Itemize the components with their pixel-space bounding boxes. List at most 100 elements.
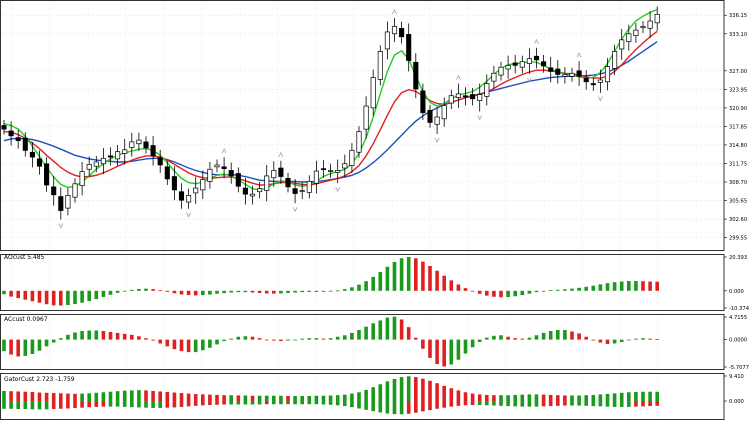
candle-body xyxy=(597,79,603,83)
histogram-bar xyxy=(215,339,219,345)
candle-body xyxy=(129,141,135,148)
histogram-bar xyxy=(463,392,468,402)
candle-body xyxy=(342,163,348,169)
histogram-bar xyxy=(435,401,439,409)
histogram-bar xyxy=(499,395,503,402)
histogram-bar xyxy=(122,333,127,340)
histogram-bar xyxy=(499,290,503,298)
histogram-bar xyxy=(520,338,525,340)
histogram-bar xyxy=(236,395,241,402)
candle-body xyxy=(136,139,142,145)
histogram-bar xyxy=(428,265,432,291)
histogram-bar xyxy=(577,287,581,291)
histogram-bar xyxy=(470,290,475,292)
price-tick-label: 299.55 xyxy=(729,236,747,242)
histogram-bar xyxy=(80,401,84,408)
histogram-bar xyxy=(442,385,446,402)
candle-body xyxy=(44,163,50,186)
histogram-bar xyxy=(222,395,226,402)
histogram-bar xyxy=(563,395,567,402)
histogram-bar xyxy=(229,401,233,405)
fractal-up-marker xyxy=(392,9,397,15)
histogram-bar xyxy=(655,401,659,406)
histogram-bar xyxy=(428,401,432,411)
candle-body xyxy=(427,109,433,123)
histogram-bar xyxy=(186,393,191,402)
histogram-bar xyxy=(357,401,361,409)
histogram-bar xyxy=(570,288,574,291)
histogram-bar xyxy=(548,401,553,407)
histogram-bar xyxy=(236,336,241,340)
histogram-bar xyxy=(87,393,91,402)
histogram-bar xyxy=(371,387,375,402)
histogram-bar xyxy=(541,401,546,407)
histogram-bar xyxy=(506,336,510,340)
histogram-bar xyxy=(619,339,624,343)
histogram-bar xyxy=(321,401,326,405)
histogram-bar xyxy=(300,338,304,340)
histogram-bar xyxy=(151,401,155,408)
histogram-bar xyxy=(506,395,510,402)
ao-axis: 20.393 0.000 -10.374 xyxy=(724,255,750,312)
histogram-bar xyxy=(627,392,631,402)
fractal-up-marker xyxy=(278,151,284,157)
histogram-bar xyxy=(122,290,127,292)
candle-body xyxy=(462,95,469,98)
histogram-bar xyxy=(378,272,383,291)
candle-body xyxy=(654,13,660,24)
histogram-bar xyxy=(442,339,446,367)
histogram-bar xyxy=(634,391,638,402)
histogram-bar xyxy=(59,338,63,340)
histogram-bar xyxy=(130,401,134,408)
price-panel[interactable] xyxy=(1,6,660,229)
histogram-bar xyxy=(492,335,496,340)
histogram-bar xyxy=(385,401,390,414)
candle-body xyxy=(626,33,632,43)
fractal-down-marker xyxy=(477,115,483,121)
candle-body xyxy=(22,137,28,151)
histogram-bar xyxy=(378,401,383,413)
gator-panel[interactable] xyxy=(2,376,659,415)
histogram-bar xyxy=(463,339,468,354)
histogram-bar xyxy=(456,401,461,406)
histogram-bar xyxy=(591,401,596,407)
candlesticks xyxy=(1,6,660,220)
histogram-bar xyxy=(115,332,120,340)
histogram-bar xyxy=(51,339,56,343)
histogram-bar xyxy=(87,330,91,340)
histogram-bar xyxy=(137,390,141,402)
histogram-bar xyxy=(343,335,347,340)
histogram-bar xyxy=(94,392,99,402)
candle-body xyxy=(391,26,398,35)
histogram-bar xyxy=(605,283,610,291)
candle-body xyxy=(477,94,483,101)
histogram-bar xyxy=(328,395,333,402)
histogram-bar xyxy=(137,288,141,291)
histogram-bar xyxy=(215,401,219,405)
candle-body xyxy=(505,65,511,70)
ac-panel[interactable] xyxy=(2,316,659,367)
histogram-bar xyxy=(151,289,155,291)
histogram-bar xyxy=(414,377,418,402)
histogram-bar xyxy=(563,330,567,340)
histogram-bar xyxy=(179,393,184,402)
ao-panel[interactable] xyxy=(2,256,659,306)
histogram-bar xyxy=(414,401,418,413)
candle-body xyxy=(491,72,497,82)
candle-body xyxy=(590,83,596,86)
histogram-bar xyxy=(144,401,148,408)
histogram-bar xyxy=(406,256,411,291)
candle-body xyxy=(320,168,327,170)
histogram-bar xyxy=(584,336,588,340)
histogram-bar xyxy=(378,384,383,402)
histogram-bar xyxy=(570,395,574,402)
histogram-bar xyxy=(44,290,49,305)
candle-body xyxy=(420,90,426,114)
histogram-bar xyxy=(193,394,198,402)
candle-body xyxy=(51,186,57,196)
candle-body xyxy=(413,61,419,90)
histogram-bar xyxy=(350,332,354,340)
histogram-bar xyxy=(570,331,574,340)
